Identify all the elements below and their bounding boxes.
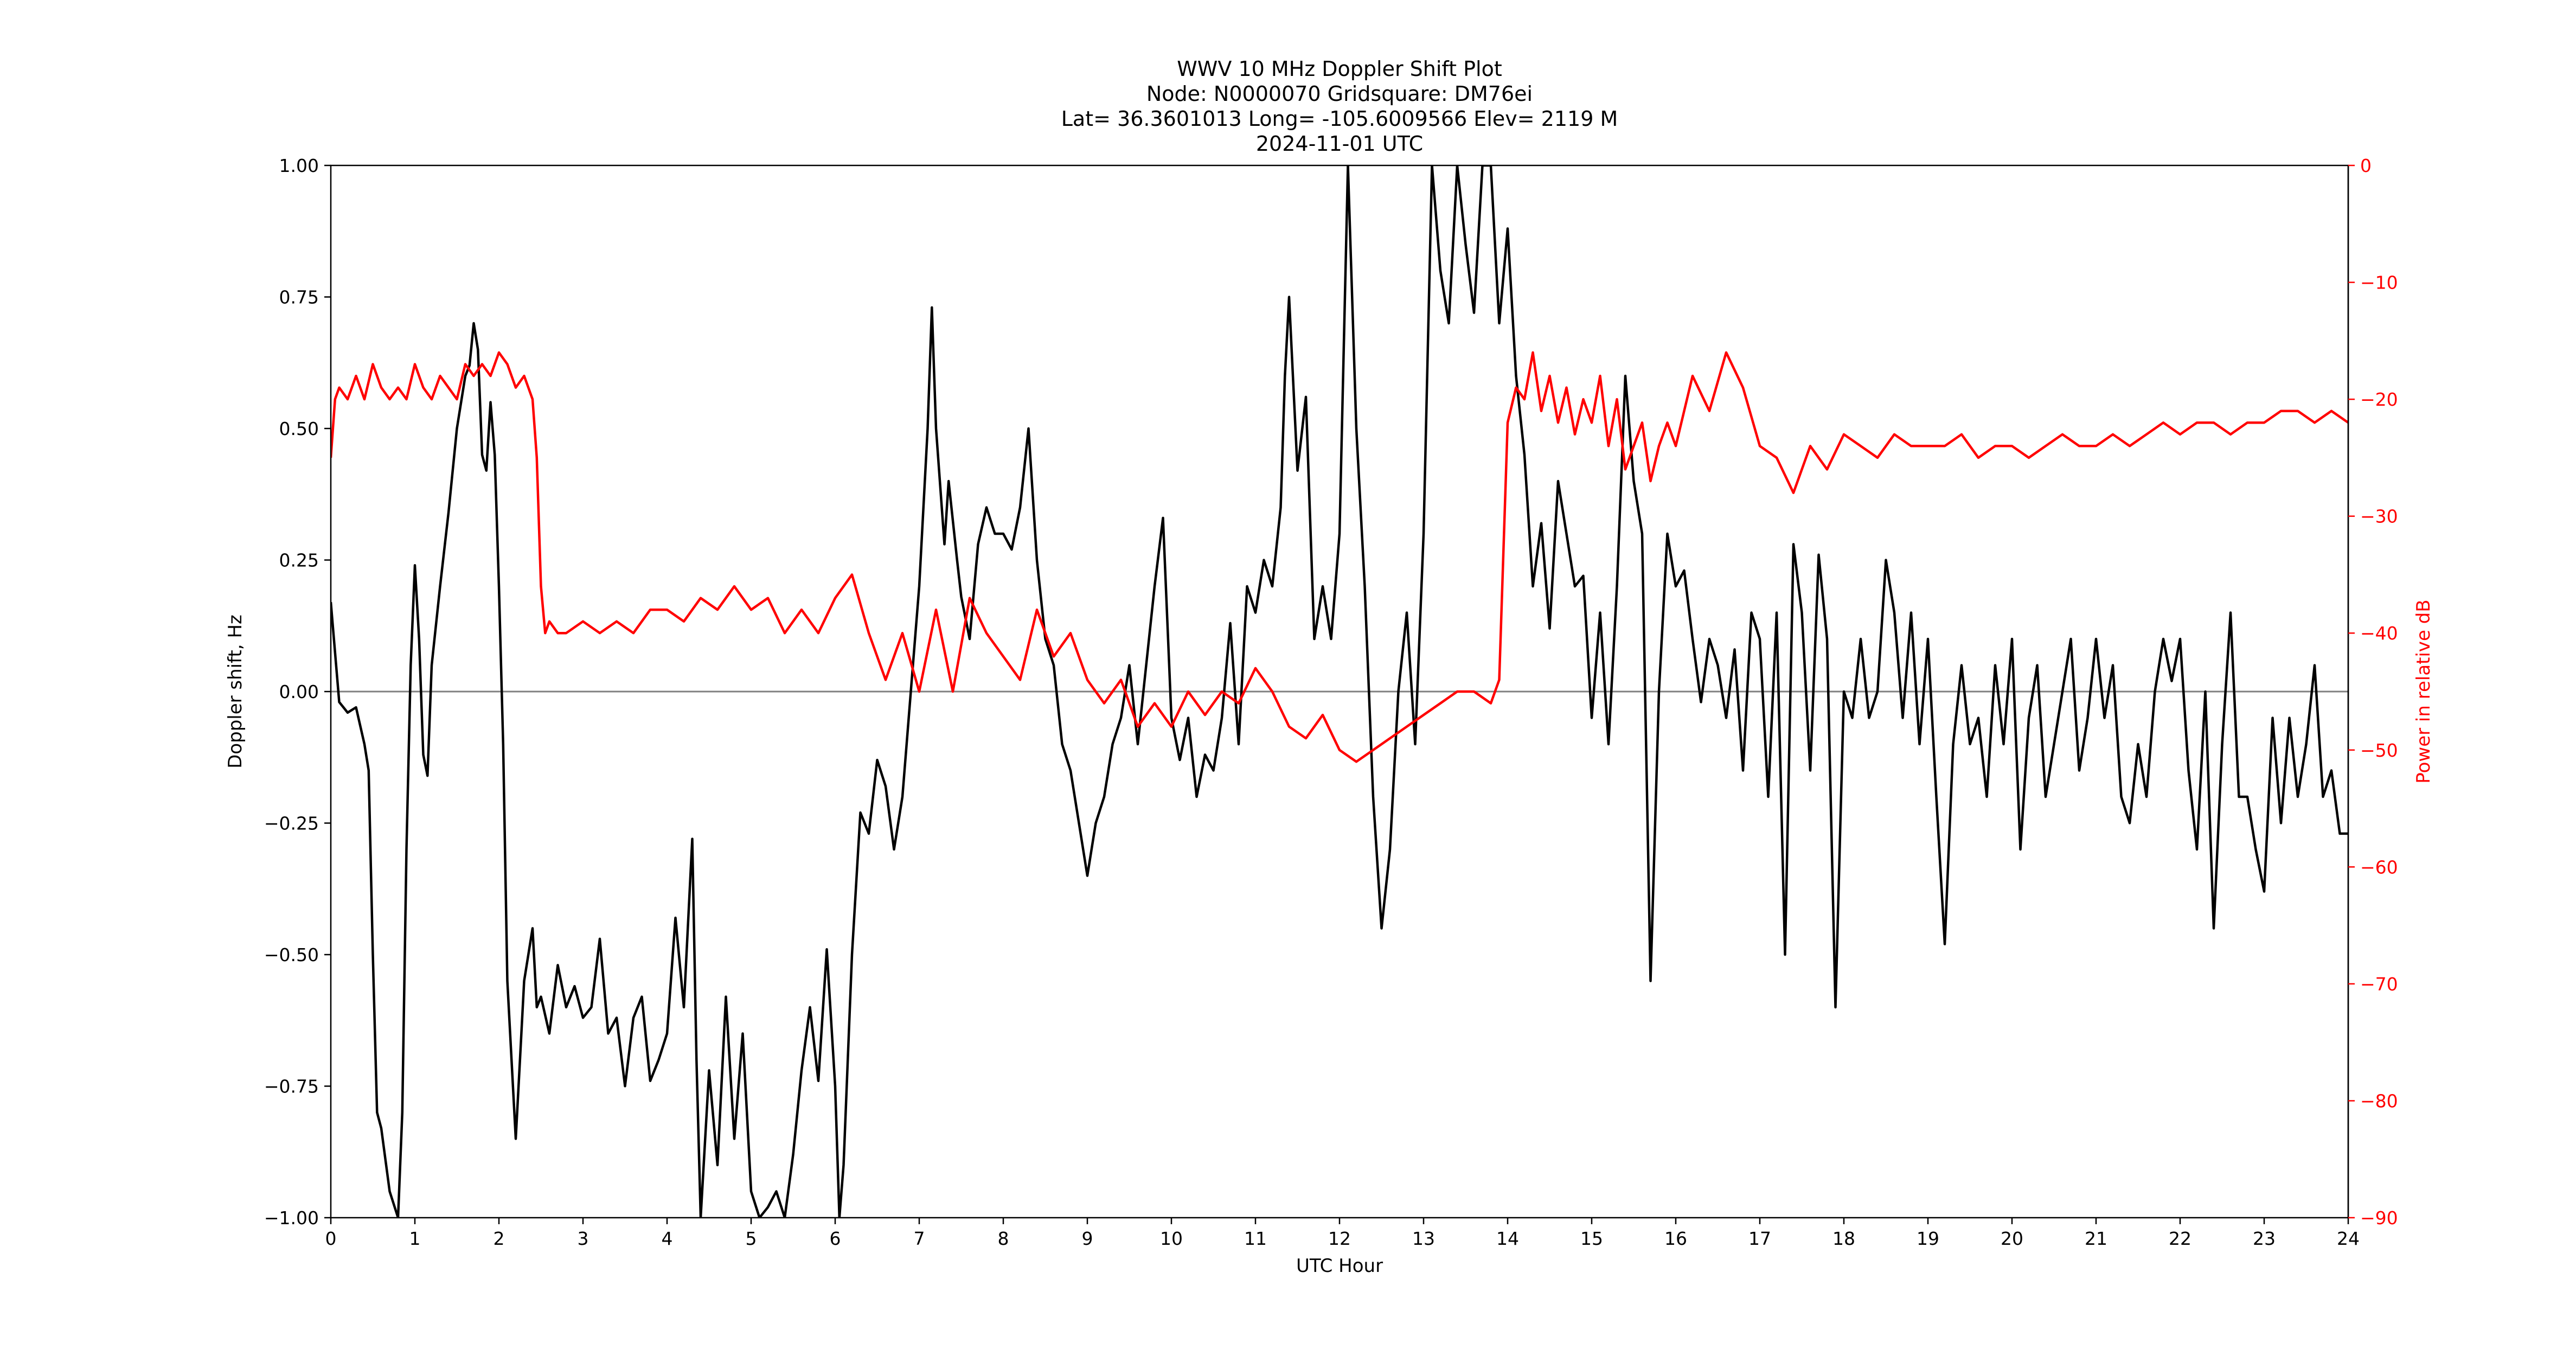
x-tick-label: 2 (494, 1228, 505, 1249)
x-tick-label: 4 (662, 1228, 673, 1249)
y-tick-label: −0.75 (264, 1076, 319, 1097)
x-tick-label: 9 (1082, 1228, 1093, 1249)
y-tick-label: 0.25 (279, 550, 319, 571)
y2-tick-label: −80 (2360, 1090, 2398, 1111)
y-tick-label: 0.50 (279, 418, 319, 439)
x-tick-label: 13 (1412, 1228, 1435, 1249)
y-tick-label: 0.00 (279, 681, 319, 702)
x-tick-label: 18 (1832, 1228, 1855, 1249)
x-axis-label: UTC Hour (1296, 1255, 1383, 1277)
x-tick-label: 16 (1664, 1228, 1687, 1249)
x-tick-label: 11 (1244, 1228, 1267, 1249)
y2-tick-label: −70 (2360, 974, 2398, 995)
x-tick-label: 19 (1917, 1228, 1939, 1249)
x-tick-label: 21 (2085, 1228, 2107, 1249)
y2-tick-label: −60 (2360, 856, 2398, 878)
x-tick-label: 15 (1580, 1228, 1603, 1249)
y-tick-label: 1.00 (279, 155, 319, 176)
y2-tick-label: −30 (2360, 506, 2398, 527)
x-tick-label: 1 (409, 1228, 421, 1249)
y2-axis-label: Power in relative dB (2413, 599, 2434, 783)
x-tick-label: 24 (2337, 1228, 2360, 1249)
x-tick-label: 23 (2253, 1228, 2276, 1249)
y2-tick-label: −90 (2360, 1207, 2398, 1229)
y2-tick-label: −50 (2360, 740, 2398, 761)
y2-tick-label: −10 (2360, 272, 2398, 293)
y2-tick-label: −20 (2360, 389, 2398, 410)
x-tick-label: 8 (998, 1228, 1009, 1249)
x-tick-label: 6 (830, 1228, 841, 1249)
y2-tick-label: 0 (2360, 155, 2372, 176)
x-tick-label: 12 (1328, 1228, 1351, 1249)
x-tick-label: 10 (1160, 1228, 1183, 1249)
x-tick-label: 20 (2001, 1228, 2023, 1249)
title-line-3: Lat= 36.3601013 Long= -105.6009566 Elev=… (1061, 107, 1618, 131)
doppler-series-line (331, 165, 2348, 1218)
y-tick-label: −1.00 (264, 1207, 319, 1229)
x-tick-label: 17 (1748, 1228, 1771, 1249)
x-tick-label: 5 (746, 1228, 757, 1249)
x-tick-label: 3 (578, 1228, 589, 1249)
x-tick-label: 14 (1496, 1228, 1519, 1249)
chart-title: WWV 10 MHz Doppler Shift Plot Node: N000… (1061, 57, 1618, 156)
power-series-line (331, 351, 2348, 763)
y-tick-label: −0.25 (264, 813, 319, 834)
x-tick-label: 0 (325, 1228, 337, 1249)
x-tick-label: 22 (2169, 1228, 2191, 1249)
y-tick-label: −0.50 (264, 944, 319, 965)
title-line-1: WWV 10 MHz Doppler Shift Plot (1177, 57, 1502, 81)
x-tick-label: 7 (914, 1228, 925, 1249)
title-line-2: Node: N0000070 Gridsquare: DM76ei (1146, 82, 1533, 106)
y2-tick-label: −40 (2360, 623, 2398, 644)
title-line-4: 2024-11-01 UTC (1256, 132, 1423, 156)
y-tick-label: 0.75 (279, 287, 319, 308)
y-axis-label: Doppler shift, Hz (225, 615, 246, 769)
